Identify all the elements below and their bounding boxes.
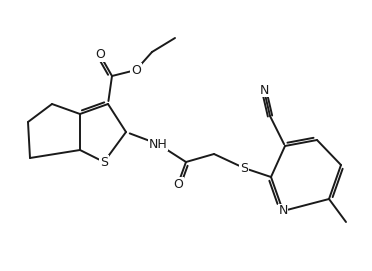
- Text: N: N: [278, 205, 288, 218]
- Text: S: S: [100, 156, 108, 169]
- Text: N: N: [259, 83, 269, 96]
- Text: O: O: [173, 178, 183, 191]
- Text: NH: NH: [149, 137, 167, 150]
- Text: S: S: [240, 162, 248, 175]
- Text: O: O: [131, 63, 141, 76]
- Text: O: O: [95, 49, 105, 62]
